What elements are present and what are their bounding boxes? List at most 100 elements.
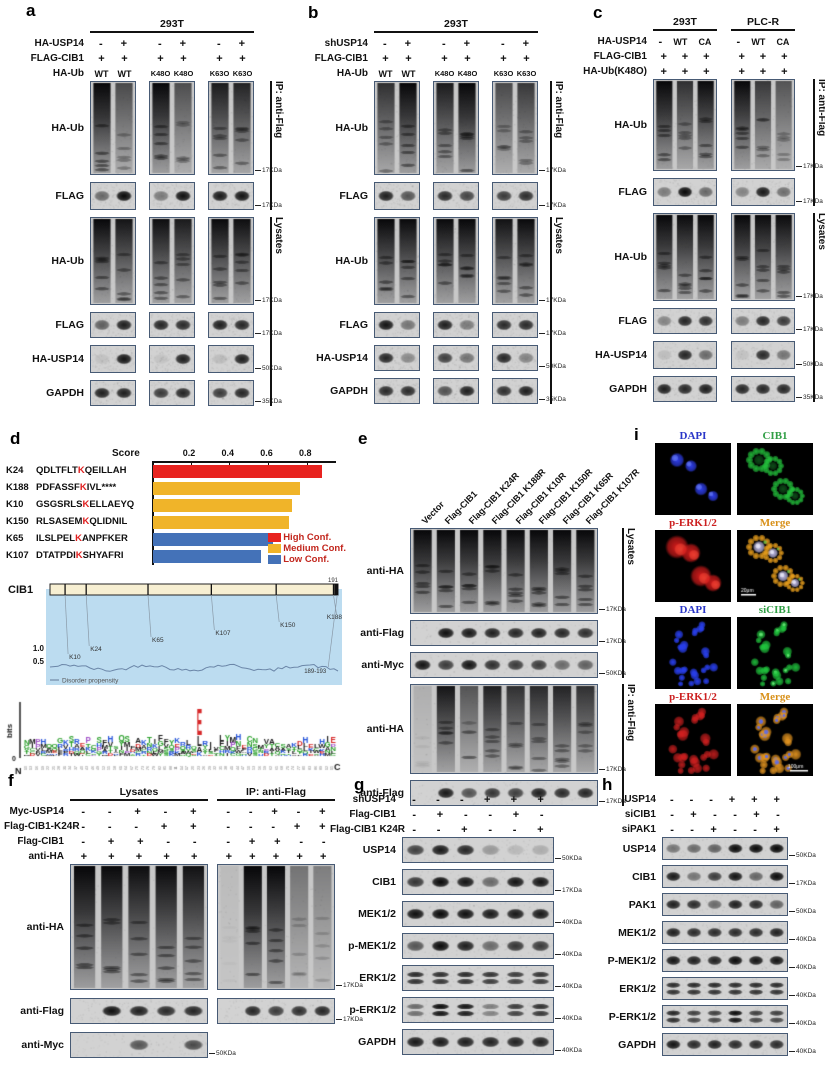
condition-row: Myc-USP14 - - + - + - - + - + [4, 804, 348, 819]
condition-group: + + [149, 53, 195, 65]
site-leader-line [333, 594, 337, 615]
blot-antibody-label: anti-Myc [21, 1039, 64, 1051]
condition-symbol: - [488, 823, 493, 836]
condition-label: FLAG-CIB1 [314, 53, 368, 64]
condition-symbol: K63O [516, 69, 537, 78]
marker-tick [539, 205, 545, 206]
condition-label: shUSP14 [324, 38, 368, 49]
panel-d: d Score 0.2 0.4 0.6 0.8 K24 QDLTFLTKQEILLAH K18… [6, 428, 346, 785]
molecular-weight-marker: 40KDa [555, 919, 582, 926]
condition-symbol: + [512, 808, 520, 821]
condition-group: K63O K63O [208, 69, 254, 78]
bar-label: K24 QDLTFLTKQEILLAH [6, 465, 126, 476]
condition-symbol: - [412, 793, 416, 806]
channel-label: siCIB1 [758, 604, 792, 616]
marker-tick [555, 858, 561, 859]
blot-image [662, 977, 788, 1000]
condition-group: K63O K63O [492, 69, 538, 78]
blot-row: MEK1/2 40KDa [598, 921, 824, 944]
panel-f-westernblots: Lysates IP: anti-Flag Myc-USP14- - + - + - - + - + F… [4, 786, 363, 1058]
blot-row: HA-Ub 17KDa [4, 217, 286, 305]
condition-symbol: WT [117, 68, 132, 79]
bar-row: K150 RLSASEMKQLIDNIL [6, 514, 346, 531]
condition-row: Flag-CIB1 - + - - + - [330, 807, 592, 822]
blot-image [433, 182, 479, 210]
condition-symbol: - [248, 820, 253, 833]
molecular-weight-marker: 35KDa [796, 394, 823, 401]
condition-symbol: + [135, 850, 143, 863]
condition-group: - - + - - + [662, 824, 788, 836]
condition-symbol: + [163, 850, 170, 863]
condition-label: Flag-CIB1 K24R [330, 824, 406, 835]
blot-row: anti-HA 17KDa [354, 684, 646, 774]
condition-symbol: + [179, 37, 187, 50]
panel-c: c 293T PLC-R HA-USP14- WT CA - WT CA FLAG-CIB1 + +… [557, 2, 825, 409]
blot-image [402, 933, 554, 959]
condition-row: HA-USP14- WT CA - WT CA [557, 34, 825, 49]
marker-tick [599, 801, 605, 802]
condition-symbol: - [670, 823, 674, 836]
condition-group: + + + + + [217, 851, 335, 863]
blot-image [731, 341, 795, 369]
blot-row: anti-Myc 50KDa [354, 652, 646, 678]
tail-label: 189-193 [304, 669, 327, 675]
molecular-weight-marker: 17KDa [796, 293, 823, 300]
blot-antibody-label: HA-Ub [614, 119, 647, 131]
seq-pre: GSGSRLS [36, 499, 83, 510]
condition-symbol: - [709, 793, 713, 806]
blot-image [208, 217, 254, 305]
condition-group: + + + [653, 66, 717, 78]
legend-row: High Conf. [268, 532, 346, 543]
condition-symbol: + [464, 52, 471, 65]
condition-row: shUSP14 - - - + + + [330, 792, 592, 807]
c-terminal-box [334, 584, 338, 595]
blot-row: ERK1/2 40KDa [330, 965, 592, 991]
blot-antibody-label: HA-USP14 [32, 353, 84, 365]
blot-image [70, 998, 208, 1024]
blot-image [374, 182, 420, 210]
side-bracket [550, 81, 552, 210]
condition-group: + + + [731, 51, 795, 63]
cell-line-label: IP: anti-Flag [217, 786, 335, 801]
condition-symbol: + [272, 850, 280, 863]
marker-tick [599, 641, 605, 642]
side-bracket-label: Lysates [816, 213, 825, 250]
blot-antibody-label: FLAG [55, 190, 84, 202]
condition-group: - - - + + + [662, 794, 788, 806]
tile-label-row: DAPI siCIB1 [655, 604, 823, 617]
condition-symbol: + [523, 52, 530, 65]
confidence-bar [153, 482, 301, 495]
condition-symbol: WT [751, 36, 766, 47]
condition-symbol: - [670, 808, 674, 821]
condition-group: - - + - - + [402, 824, 554, 836]
channel-label: p-ERK1/2 [669, 691, 717, 703]
molecular-weight-marker: 17KDa [336, 982, 363, 989]
condition-group: + + [433, 53, 479, 65]
marker-tick [555, 890, 561, 891]
side-bracket [270, 217, 272, 406]
molecular-weight-marker: 50KDa [789, 852, 816, 859]
seq-pre: ILSLPEL [36, 533, 76, 544]
condition-label: shUSP14 [352, 794, 396, 805]
seq-post: ANPFKER [81, 533, 128, 544]
molecular-weight-marker: 40KDa [789, 1048, 816, 1055]
condition-symbol: - [226, 820, 231, 833]
blot-image [731, 178, 795, 206]
blot-image [208, 182, 254, 210]
peptide-sequence: QDLTFLTKQEILLAH [36, 465, 126, 476]
condition-symbol: K63O [232, 69, 253, 78]
condition-label: USP14 [624, 794, 656, 805]
condition-symbol: - [736, 35, 741, 48]
condition-symbol: + [461, 823, 468, 836]
condition-group: - - - + + [217, 821, 335, 833]
condition-group: K48O K48O [149, 69, 195, 78]
condition-symbol: + [681, 50, 689, 63]
condition-symbol: - [271, 820, 276, 833]
condition-label: siPAK1 [621, 824, 656, 835]
blot-row: HA-USP14 50KDa [284, 345, 566, 371]
condition-symbol: - [226, 835, 231, 848]
channel-label: p-ERK1/2 [669, 517, 717, 529]
marker-tick [255, 170, 261, 171]
blot-image [70, 1032, 208, 1058]
blot-image [492, 217, 538, 305]
